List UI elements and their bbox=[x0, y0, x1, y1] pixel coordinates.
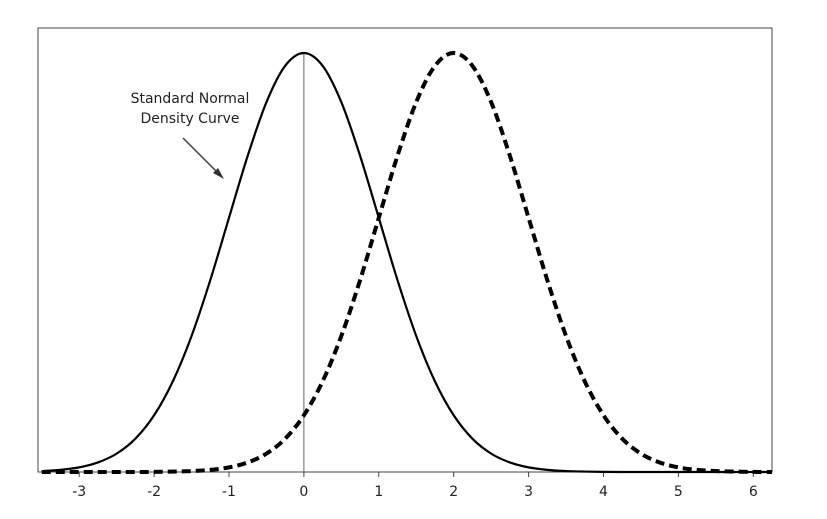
annotation: Density Curve bbox=[141, 111, 240, 127]
arrow-head bbox=[213, 168, 224, 179]
x-tick-label: 4 bbox=[599, 484, 608, 500]
x-tick-label: 5 bbox=[674, 484, 683, 500]
x-tick-label: 6 bbox=[749, 484, 758, 500]
x-tick-label: -3 bbox=[72, 484, 86, 500]
x-tick-label: 1 bbox=[374, 484, 383, 500]
x-tick-label: -2 bbox=[147, 484, 161, 500]
annotation: Standard Normal bbox=[131, 91, 250, 107]
density-curve bbox=[41, 51, 772, 474]
x-tick-label: 3 bbox=[524, 484, 533, 500]
x-tick-label: -1 bbox=[222, 484, 236, 500]
plot-frame bbox=[37, 27, 773, 473]
density-curve bbox=[41, 50, 773, 475]
annotation-arrow bbox=[182, 137, 221, 176]
x-tick-label: 0 bbox=[299, 484, 308, 500]
x-tick-label: 2 bbox=[449, 484, 458, 500]
